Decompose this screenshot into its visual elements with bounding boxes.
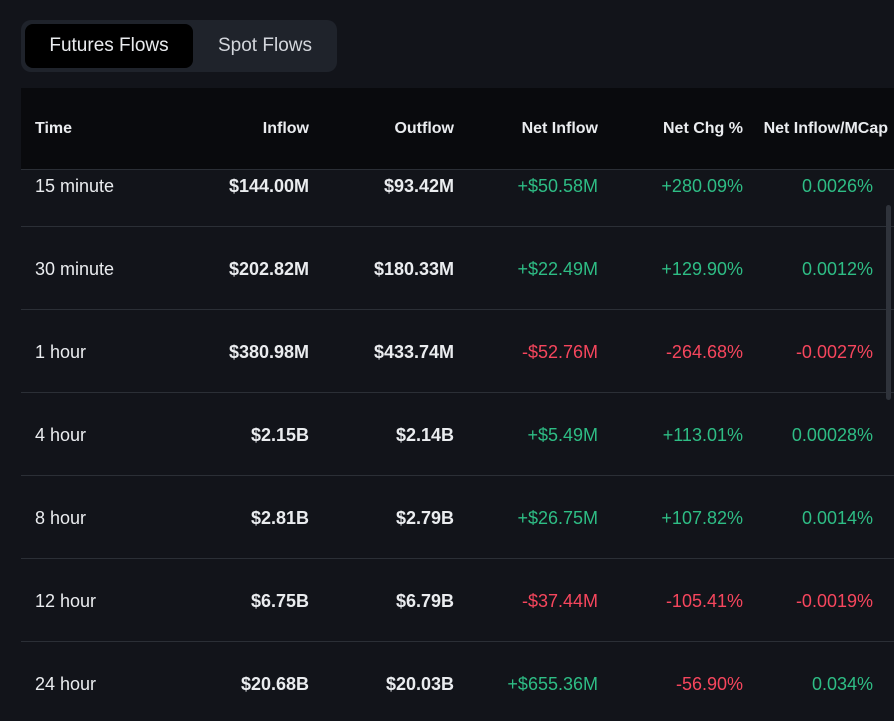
table-row[interactable]: 4 hour $2.15B $2.14B +$5.49M +113.01% 0.00028… xyxy=(21,393,894,476)
tab-futures-flows[interactable]: Futures Flows xyxy=(25,24,193,68)
cell-net-chg: +129.90% xyxy=(661,259,743,279)
table-row[interactable]: 8 hour $2.81B $2.79B +$26.75M +107.82% 0.0014… xyxy=(21,476,894,559)
table-header: Time Inflow Outflow Net Inflow Net Chg %… xyxy=(21,88,894,170)
cell-net-inflow-mcap: 0.034% xyxy=(811,674,873,694)
cell-net-inflow: -$52.76M xyxy=(521,342,598,362)
column-header-outflow[interactable]: Outflow xyxy=(394,120,454,137)
cell-net-inflow-mcap: 0.0014% xyxy=(801,508,873,528)
table-row[interactable]: 12 hour $6.75B $6.79B -$37.44M -105.41% -0.00… xyxy=(21,559,894,642)
cell-outflow: $93.42M xyxy=(383,176,454,196)
cell-inflow: $380.98M xyxy=(228,342,309,362)
column-header-net-chg[interactable]: Net Chg % xyxy=(663,120,743,137)
cell-net-chg: +113.01% xyxy=(662,425,743,445)
cell-outflow: $20.03B xyxy=(385,674,454,694)
cell-outflow: $2.14B xyxy=(395,425,454,445)
flows-table: 15 minute $144.00M $93.42M +$50.58M +280.09%… xyxy=(21,88,894,721)
cell-net-inflow: -$37.44M xyxy=(521,591,598,611)
cell-net-chg: -56.90% xyxy=(675,674,743,694)
column-header-net-inflow-mcap[interactable]: Net Inflow/MCap xyxy=(763,120,888,137)
cell-time: 30 minute xyxy=(35,259,115,279)
cell-net-inflow-mcap: 0.00028% xyxy=(791,425,873,445)
cell-net-inflow-mcap: 0.0026% xyxy=(801,176,873,196)
cell-net-chg: -264.68% xyxy=(665,342,743,362)
cell-net-inflow: +$22.49M xyxy=(517,259,598,279)
table-row[interactable]: 24 hour $20.68B $20.03B +$655.36M -56.90% 0.0… xyxy=(21,642,894,721)
cell-net-chg: -105.41% xyxy=(665,591,743,611)
column-header-net-inflow[interactable]: Net Inflow xyxy=(521,120,598,137)
table-row[interactable]: 15 minute $144.00M $93.42M +$50.58M +280.09%… xyxy=(21,144,894,227)
table-scrollbar[interactable] xyxy=(886,205,891,400)
flow-type-toggle: Futures Flows Spot Flows xyxy=(21,20,337,72)
cell-inflow: $202.82M xyxy=(228,259,309,279)
cell-time: 4 hour xyxy=(35,425,87,445)
cell-outflow: $6.79B xyxy=(395,591,454,611)
cell-inflow: $144.00M xyxy=(228,176,309,196)
cell-time: 8 hour xyxy=(35,508,87,528)
cell-time: 1 hour xyxy=(35,342,87,362)
cell-inflow: $6.75B xyxy=(250,591,309,611)
column-header-inflow[interactable]: Inflow xyxy=(262,120,309,137)
column-header-time[interactable]: Time xyxy=(35,120,73,137)
cell-outflow: $2.79B xyxy=(395,508,454,528)
cell-time: 15 minute xyxy=(35,176,115,196)
cell-outflow: $180.33M xyxy=(373,259,454,279)
tab-spot-flows[interactable]: Spot Flows xyxy=(218,35,312,56)
cell-net-inflow: +$26.75M xyxy=(517,508,598,528)
cell-inflow: $20.68B xyxy=(240,674,309,694)
cell-time: 12 hour xyxy=(35,591,97,611)
cell-net-inflow: +$655.36M xyxy=(507,674,598,694)
cell-net-inflow: +$50.58M xyxy=(517,176,598,196)
cell-time: 24 hour xyxy=(35,674,97,694)
cell-net-chg: +280.09% xyxy=(661,176,743,196)
cell-inflow: $2.81B xyxy=(250,508,309,528)
cell-net-chg: +107.82% xyxy=(661,508,743,528)
cell-net-inflow-mcap: -0.0027% xyxy=(795,342,873,362)
table-row[interactable]: 1 hour $380.98M $433.74M -$52.76M -264.68% -0… xyxy=(21,310,894,393)
cell-net-inflow: +$5.49M xyxy=(527,425,598,445)
cell-net-inflow-mcap: -0.0019% xyxy=(795,591,873,611)
cell-inflow: $2.15B xyxy=(250,425,309,445)
cell-outflow: $433.74M xyxy=(373,342,454,362)
cell-net-inflow-mcap: 0.0012% xyxy=(801,259,873,279)
table-row[interactable]: 30 minute $202.82M $180.33M +$22.49M +129.90… xyxy=(21,227,894,310)
